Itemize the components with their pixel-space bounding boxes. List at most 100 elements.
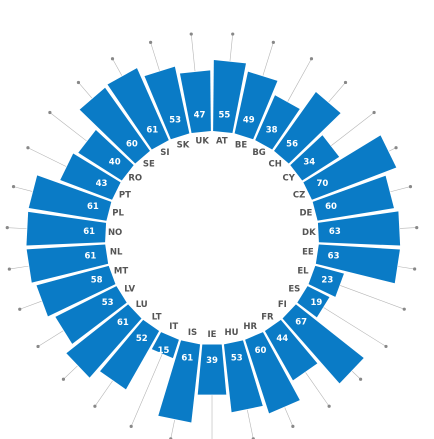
leader-line-bg bbox=[287, 58, 312, 102]
bar-uk bbox=[179, 70, 211, 133]
leader-dot-ch bbox=[343, 80, 348, 85]
category-label-pt: PT bbox=[119, 190, 131, 200]
bar-dk bbox=[317, 211, 401, 246]
bar-cz bbox=[303, 135, 397, 200]
value-label-be: 49 bbox=[243, 116, 255, 126]
leader-line-se bbox=[78, 82, 93, 99]
leader-line-hu bbox=[247, 409, 254, 439]
leader-line-lv bbox=[37, 330, 64, 347]
leader-line-mt bbox=[19, 300, 42, 310]
category-label-dk: DK bbox=[302, 228, 316, 238]
bar-nl bbox=[26, 244, 109, 283]
bar-fr bbox=[264, 319, 318, 381]
category-label-lu: LU bbox=[136, 300, 148, 310]
leader-dot-at bbox=[231, 32, 235, 36]
value-label-cz: 70 bbox=[317, 179, 329, 189]
value-label-lv: 53 bbox=[102, 298, 114, 308]
bar-cy bbox=[290, 135, 340, 181]
bar-ro bbox=[78, 129, 134, 181]
leader-dot-nl bbox=[7, 267, 11, 271]
leader-dot-it bbox=[129, 424, 133, 428]
leader-dot-lu bbox=[61, 377, 66, 381]
value-label-lt: 52 bbox=[136, 334, 148, 344]
category-label-pl: PL bbox=[112, 209, 124, 219]
leader-line-hr bbox=[284, 407, 294, 427]
leader-dot-uk bbox=[189, 32, 193, 36]
leader-line-fr bbox=[305, 372, 330, 407]
category-label-at: AT bbox=[216, 136, 228, 146]
category-label-uk: UK bbox=[195, 136, 209, 146]
leader-dot-no bbox=[5, 226, 9, 230]
category-label-nl: NL bbox=[110, 248, 123, 258]
leader-line-lt bbox=[94, 380, 113, 407]
value-label-pl: 61 bbox=[87, 202, 99, 212]
leader-line-no bbox=[7, 227, 27, 229]
value-label-pt: 43 bbox=[96, 179, 108, 189]
leader-line-uk bbox=[190, 34, 196, 72]
bar-ee bbox=[315, 244, 400, 284]
value-label-no: 61 bbox=[83, 227, 95, 237]
bars bbox=[26, 60, 401, 423]
leader-line-si bbox=[112, 58, 123, 76]
value-label-bg: 38 bbox=[266, 125, 278, 135]
value-label-at: 55 bbox=[219, 111, 231, 121]
category-label-cy: CY bbox=[282, 174, 295, 184]
bar-es bbox=[297, 286, 330, 318]
leader-dot-be bbox=[271, 40, 275, 44]
bar-pt bbox=[60, 153, 121, 200]
leader-dot-sk bbox=[149, 40, 153, 45]
bar-at bbox=[213, 60, 246, 133]
value-label-es: 19 bbox=[310, 298, 322, 308]
bar-lv bbox=[55, 286, 127, 344]
bar-bg bbox=[255, 95, 300, 150]
leader-lines bbox=[5, 32, 419, 439]
leader-dot-dk bbox=[415, 225, 419, 230]
leader-line-at bbox=[229, 34, 234, 61]
bar-mt bbox=[36, 265, 116, 317]
value-label-lu: 61 bbox=[117, 318, 129, 328]
leader-line-pt bbox=[27, 147, 67, 167]
value-label-ch: 56 bbox=[286, 140, 298, 150]
category-label-is: IS bbox=[188, 328, 197, 338]
value-label-hu: 53 bbox=[231, 353, 243, 363]
bar-be bbox=[234, 71, 278, 140]
leader-line-ro bbox=[49, 112, 87, 142]
category-label-it: IT bbox=[169, 322, 178, 332]
value-label-de: 60 bbox=[325, 202, 337, 212]
leader-dot-si bbox=[110, 57, 115, 61]
category-label-ch: CH bbox=[268, 159, 281, 169]
leader-dot-lv bbox=[36, 344, 40, 349]
value-label-sk: 53 bbox=[169, 116, 181, 126]
value-label-se: 60 bbox=[126, 140, 138, 150]
category-label-fr: FR bbox=[261, 313, 274, 323]
leader-line-ee bbox=[398, 266, 415, 270]
bar-pl bbox=[28, 175, 112, 221]
bar-ie bbox=[197, 344, 227, 395]
bar-it bbox=[151, 332, 179, 359]
leader-dot-cz bbox=[394, 146, 398, 150]
leader-line-pl bbox=[13, 186, 33, 192]
leader-line-el bbox=[340, 285, 405, 310]
bar-hu bbox=[223, 340, 263, 413]
category-label-lt: LT bbox=[152, 313, 162, 323]
category-label-no: NO bbox=[108, 228, 122, 238]
bar-fi bbox=[282, 304, 364, 384]
category-label-ro: RO bbox=[128, 174, 142, 184]
category-label-hr: HR bbox=[243, 322, 257, 332]
bar-se bbox=[79, 87, 150, 164]
value-label-uk: 47 bbox=[194, 111, 206, 121]
bar-lt bbox=[100, 319, 160, 390]
bar-el bbox=[308, 265, 344, 297]
leader-dot-cy bbox=[372, 110, 376, 115]
category-label-de: DE bbox=[299, 209, 312, 219]
leader-line-dk bbox=[400, 227, 417, 229]
category-label-be: BE bbox=[235, 140, 247, 150]
category-label-lv: LV bbox=[124, 284, 135, 294]
leader-line-ch bbox=[328, 82, 346, 103]
category-label-mt: MT bbox=[114, 267, 128, 277]
category-label-se: SE bbox=[143, 159, 155, 169]
value-label-ie: 39 bbox=[206, 356, 218, 366]
